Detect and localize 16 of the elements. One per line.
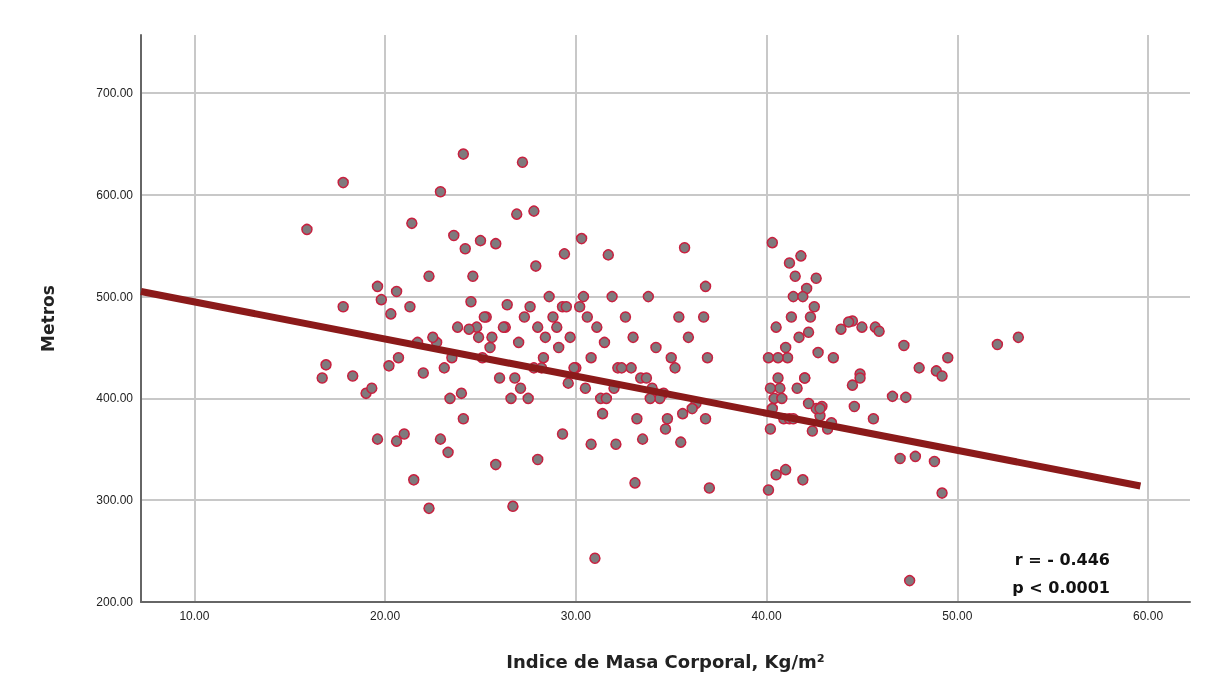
x-tick-label: 30.00 — [560, 609, 592, 623]
x-tick-label: 20.00 — [370, 609, 401, 623]
y-tick-label: 200.00 — [96, 595, 134, 609]
annotation: r = - 0.446 — [1014, 549, 1111, 569]
x-tick-label: 50.00 — [942, 609, 973, 623]
y-tick-label: 500.00 — [96, 289, 134, 304]
y-tick-label: 400.00 — [96, 391, 134, 406]
y-tick-label: 600.00 — [96, 187, 134, 202]
y-axis-title: Metros — [37, 285, 58, 352]
y-tick-label: 300.00 — [96, 493, 134, 508]
x-tick-label: 60.00 — [1133, 609, 1164, 623]
y-tick-label: 700.00 — [96, 86, 134, 101]
x-tick-label: 10.00 — [179, 609, 210, 623]
x-axis-title: Indice de Masa Corporal, Kg/m² — [506, 650, 825, 672]
annotation: p < 0.0001 — [1012, 577, 1111, 597]
x-tick-label: 40.00 — [751, 609, 782, 623]
